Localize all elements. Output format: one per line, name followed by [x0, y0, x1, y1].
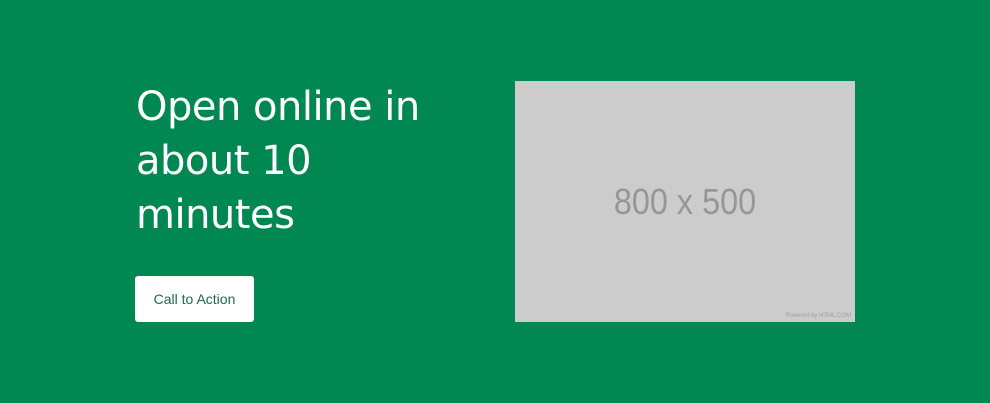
hero-headline: Open online in about 10 minutes — [136, 84, 420, 238]
placeholder-credit: Powered by HTML.COM — [785, 313, 851, 319]
placeholder-image: 800 x 500 Powered by HTML.COM — [515, 81, 855, 322]
placeholder-dimensions-label: 800 x 500 — [613, 180, 757, 222]
call-to-action-button[interactable]: Call to Action — [135, 276, 254, 322]
